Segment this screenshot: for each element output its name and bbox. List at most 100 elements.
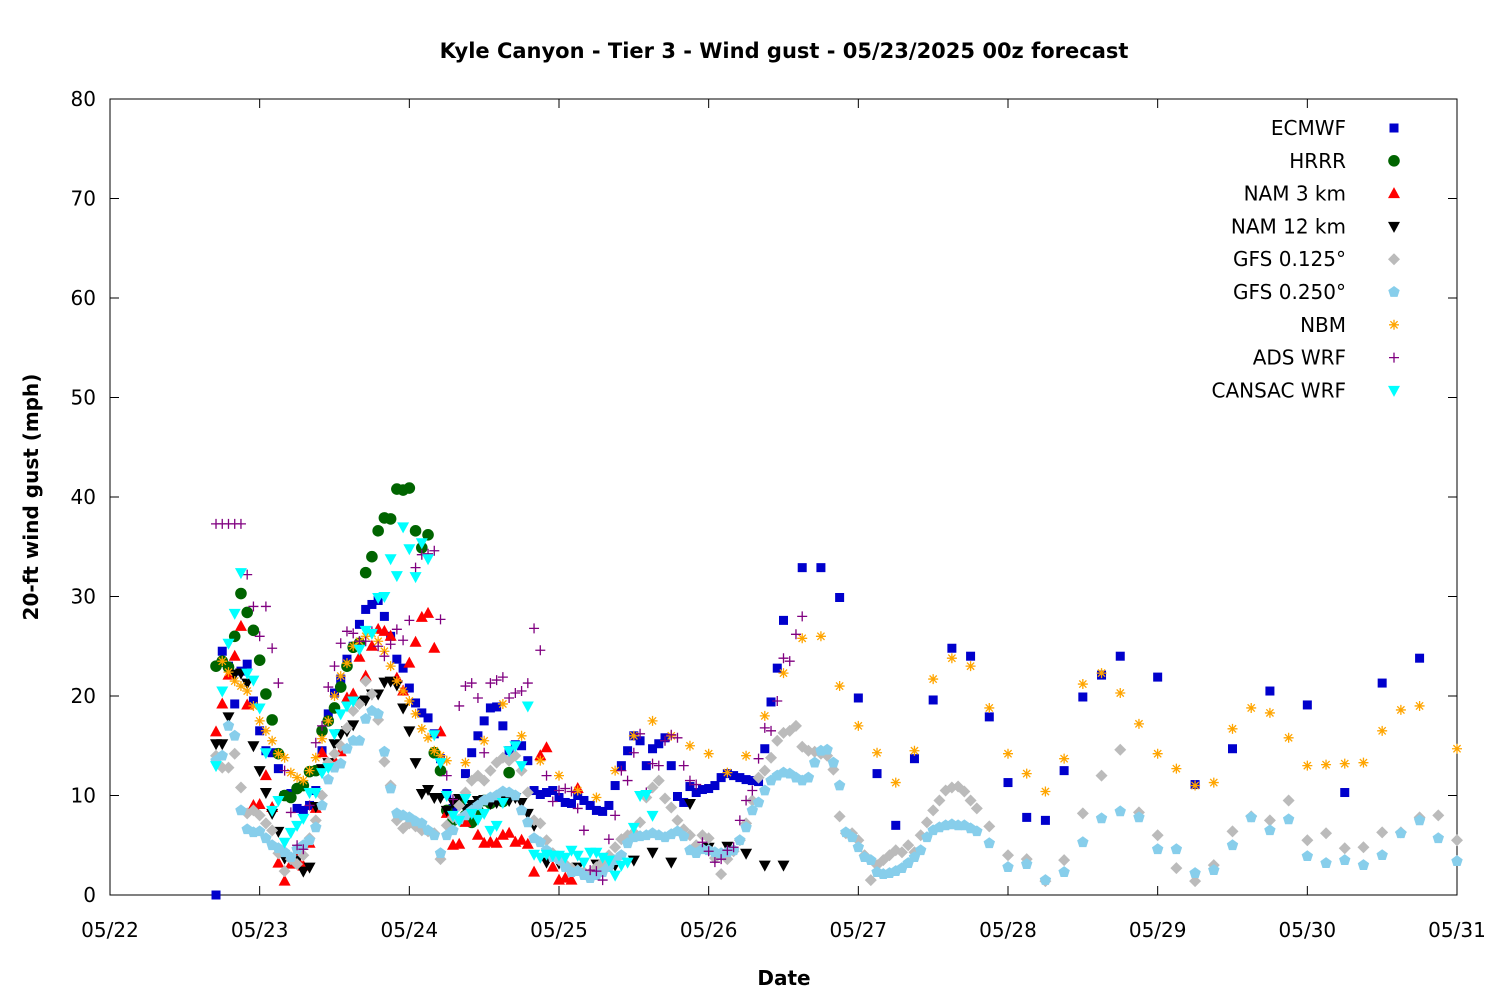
data-point: [454, 700, 465, 711]
data-point: [610, 765, 621, 776]
data-point: [435, 750, 446, 761]
data-point: [253, 703, 266, 715]
data-point: [728, 842, 739, 853]
data-point: [303, 834, 316, 846]
data-point: [1451, 855, 1463, 867]
data-point: [503, 746, 516, 758]
data-point: [503, 826, 516, 838]
data-point: [223, 667, 234, 678]
data-point: [872, 747, 883, 758]
data-point: [417, 708, 427, 718]
data-point: [528, 849, 541, 861]
data-point: [335, 671, 346, 682]
data-point: [228, 649, 241, 661]
data-point: [335, 757, 347, 769]
data-point: [479, 716, 489, 726]
data-point: [797, 633, 808, 644]
data-point: [591, 866, 602, 877]
data-point: [422, 606, 435, 618]
data-point: [497, 672, 508, 683]
data-point: [392, 654, 402, 664]
data-point: [467, 748, 477, 758]
data-point: [422, 529, 434, 541]
data-point: [217, 646, 227, 656]
x-tick-label: 05/25: [530, 918, 588, 942]
data-point: [329, 691, 340, 701]
data-point: [797, 563, 807, 573]
data-point: [465, 808, 478, 820]
data-point: [1171, 763, 1182, 774]
legend-marker: [1388, 155, 1400, 167]
data-point: [1096, 668, 1107, 679]
data-point: [310, 737, 321, 748]
data-point: [734, 815, 745, 826]
data-point: [1170, 862, 1183, 875]
data-point: [397, 522, 410, 534]
data-point: [292, 840, 303, 851]
data-point: [285, 767, 296, 778]
data-point: [672, 791, 682, 801]
data-point: [872, 769, 882, 779]
data-point: [335, 638, 346, 649]
x-tick-label: 05/23: [231, 918, 289, 942]
data-point: [1058, 866, 1070, 877]
data-point: [459, 793, 472, 805]
data-point: [621, 857, 634, 869]
y-tick-label: 80: [71, 87, 96, 111]
data-point: [1395, 704, 1406, 715]
data-point: [453, 815, 466, 827]
data-point: [378, 745, 391, 757]
data-point: [359, 566, 372, 579]
data-point: [298, 805, 308, 815]
data-point: [441, 770, 452, 781]
data-point: [734, 834, 746, 846]
data-point: [347, 720, 360, 732]
data-point: [279, 765, 290, 776]
data-point: [797, 611, 808, 622]
data-point: [671, 814, 684, 827]
y-tick-label: 20: [71, 684, 96, 708]
data-point: [253, 654, 266, 666]
data-point: [260, 688, 272, 700]
data-point: [460, 681, 471, 692]
data-point: [1246, 702, 1257, 713]
data-point: [247, 675, 260, 687]
data-point: [309, 788, 322, 800]
data-point: [253, 825, 266, 837]
data-point: [598, 806, 608, 816]
data-point: [1226, 825, 1239, 838]
data-point: [397, 703, 410, 715]
data-point: [292, 803, 302, 813]
data-point: [447, 794, 458, 805]
legend-marker: [1388, 187, 1400, 199]
data-point: [1040, 815, 1050, 825]
data-point: [341, 658, 352, 669]
data-point: [353, 644, 366, 656]
data-point: [1264, 707, 1275, 718]
data-point: [440, 805, 453, 817]
data-point: [379, 611, 389, 621]
data-point: [591, 805, 601, 815]
data-point: [429, 745, 440, 756]
data-point: [909, 745, 920, 756]
data-point: [1208, 777, 1219, 788]
data-point: [1283, 732, 1294, 743]
data-point: [490, 836, 503, 848]
data-point: [1002, 861, 1014, 872]
data-point: [1115, 651, 1125, 661]
data-point: [391, 676, 402, 687]
data-point: [808, 756, 821, 768]
data-point: [535, 645, 546, 656]
data-point: [1114, 743, 1127, 756]
data-point: [372, 525, 384, 537]
data-point: [1115, 688, 1126, 699]
data-point: [1357, 841, 1370, 854]
data-point: [659, 792, 672, 805]
data-point: [1302, 760, 1313, 771]
data-point: [235, 518, 246, 529]
data-marks: [210, 482, 1463, 900]
data-point: [384, 629, 397, 641]
data-point: [665, 801, 678, 814]
data-point: [359, 625, 372, 637]
data-point: [317, 733, 328, 744]
